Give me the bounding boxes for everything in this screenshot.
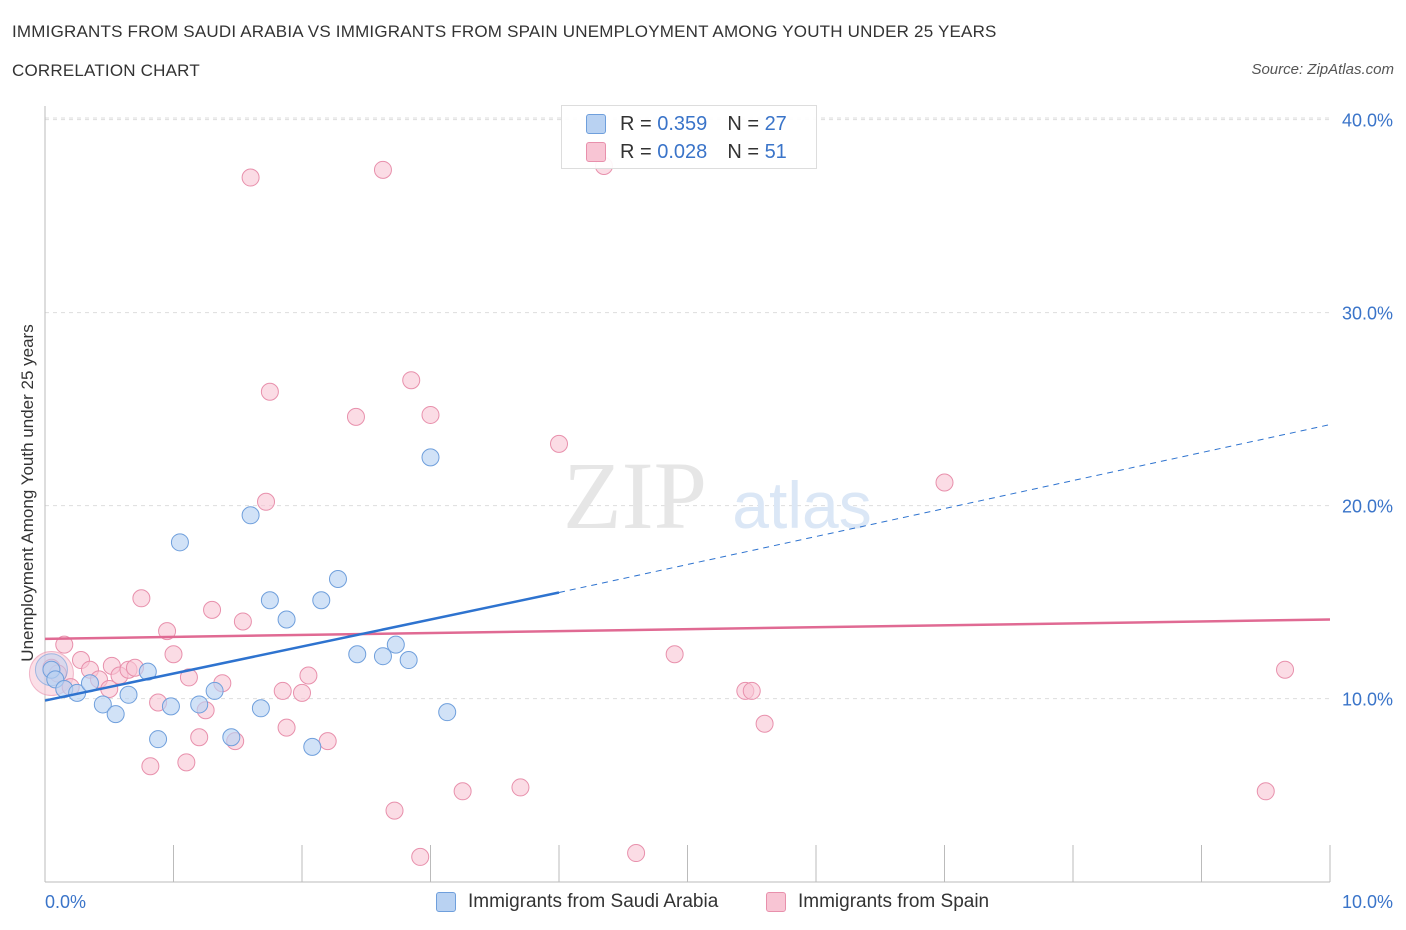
spain-point <box>203 600 222 619</box>
spain-point <box>190 728 209 747</box>
spain-point <box>1256 782 1275 801</box>
saudi-points <box>34 448 457 756</box>
saudi-point <box>438 703 457 722</box>
spain-point <box>158 622 177 641</box>
bottom-legend-spain: Immigrants from Spain <box>766 889 989 915</box>
watermark-atlas: atlas <box>732 468 871 542</box>
spain-point <box>233 612 252 631</box>
bottom-legend-swatch-spain <box>766 892 786 912</box>
x-tick-label: 0.0% <box>45 892 86 912</box>
chart-subtitle: CORRELATION CHART <box>12 61 200 80</box>
spain-point <box>299 666 318 685</box>
spain-point <box>177 753 196 772</box>
saudi-point <box>241 506 260 525</box>
bottom-legend-saudi: Immigrants from Saudi Arabia <box>436 889 718 915</box>
saudi-point <box>312 591 331 610</box>
y-tick-label: 20.0% <box>1342 497 1393 517</box>
bottom-legend-label-saudi: Immigrants from Saudi Arabia <box>468 891 719 912</box>
saudi-point <box>161 697 180 716</box>
tick-labels: 10.0% 20.0% 30.0% 40.0% 0.0% 10.0% <box>45 111 1393 912</box>
saudi-point <box>93 695 112 714</box>
saudi-point <box>328 569 347 588</box>
legend-r-value: 0.028 <box>657 140 708 163</box>
spain-point <box>179 668 198 687</box>
legend-row-spain: R = 0.028 N = 51 <box>586 139 787 165</box>
saudi-point <box>260 591 279 610</box>
legend-n-label: N = <box>727 112 759 135</box>
saudi-point <box>399 651 418 670</box>
saudi-point <box>149 730 168 749</box>
saudi-point <box>386 635 405 654</box>
saudi-point <box>170 533 189 552</box>
y-axis-label: Unemployment Among Youth under 25 years <box>18 324 37 662</box>
bottom-legend-label-spain: Immigrants from Spain <box>798 891 990 912</box>
spain-point <box>257 492 276 511</box>
saudi-trend-line <box>44 591 560 702</box>
spain-trend-line <box>44 618 1331 641</box>
spain-point <box>755 714 774 733</box>
spain-point <box>1276 660 1295 679</box>
saudi-point <box>106 705 125 724</box>
spain-point <box>421 405 440 424</box>
saudi-point <box>222 728 241 747</box>
spain-point <box>453 782 472 801</box>
watermark-zip: ZIP <box>563 442 707 549</box>
y-tick-label: 40.0% <box>1342 111 1393 131</box>
spain-point <box>164 645 183 664</box>
x-tick-label: 10.0% <box>1342 892 1393 912</box>
spain-point <box>511 778 530 797</box>
saudi-point <box>119 685 138 704</box>
spain-point <box>318 732 337 751</box>
saudi-point <box>303 737 322 756</box>
spain-point <box>346 407 365 426</box>
spain-point <box>627 844 646 863</box>
spain-point <box>402 371 421 390</box>
legend-r-label: R = <box>620 140 652 163</box>
y-tick-label: 30.0% <box>1342 304 1393 324</box>
spain-point <box>385 801 404 820</box>
spain-point <box>293 683 311 702</box>
spain-point <box>141 757 160 776</box>
legend-swatch-spain <box>586 142 606 162</box>
saudi-point <box>205 681 224 700</box>
grid-lines <box>45 117 1330 700</box>
legend-r-value: 0.359 <box>657 112 708 135</box>
saudi-point <box>348 645 367 664</box>
saudi-point <box>277 610 296 629</box>
spain-point <box>273 681 292 700</box>
saudi-point <box>373 647 392 666</box>
saudi-point <box>190 695 209 714</box>
source-label: Source: ZipAtlas.com <box>1251 61 1394 78</box>
legend-r-label: R = <box>620 112 652 135</box>
legend: R = 0.359 N = 27 R = 0.028 N = 51 <box>561 105 817 169</box>
legend-row-saudi: R = 0.359 N = 27 <box>586 111 787 137</box>
legend-swatch-saudi <box>586 114 606 134</box>
spain-point <box>277 718 296 737</box>
spain-point <box>665 645 684 664</box>
spain-point <box>55 635 74 654</box>
trend-lines <box>44 424 1331 702</box>
bottom-legend-swatch-saudi <box>436 892 456 912</box>
spain-point <box>132 589 151 608</box>
spain-point <box>260 382 279 401</box>
legend-n-value: 51 <box>764 140 787 163</box>
spain-point <box>742 681 761 700</box>
y-tick-label: 10.0% <box>1342 690 1393 710</box>
watermark: ZIP atlas <box>563 442 872 549</box>
saudi-point <box>251 699 270 718</box>
axes <box>44 106 1331 883</box>
legend-n-label: N = <box>727 140 759 163</box>
spain-point <box>373 160 392 179</box>
spain-point <box>550 434 568 453</box>
spain-point <box>935 473 954 492</box>
spain-point <box>411 847 430 866</box>
spain-point <box>241 168 260 187</box>
chart-title: IMMIGRANTS FROM SAUDI ARABIA VS IMMIGRAN… <box>12 22 997 41</box>
saudi-point <box>421 448 440 467</box>
legend-n-value: 27 <box>764 112 787 135</box>
